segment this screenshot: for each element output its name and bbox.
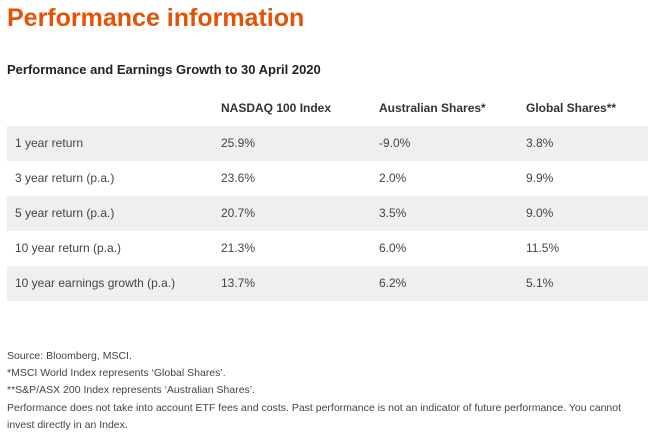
row-label: 5 year return (p.a.) [15,206,115,220]
row-label: 10 year return (p.a.) [15,241,122,255]
header-cell-nasdaq: NASDAQ 100 Index [221,101,332,115]
nasdaq-value: 25.9% [221,136,256,150]
table-row: 5 year return (p.a.) 20.7% 3.5% 9.0% [7,196,648,231]
source-note: Source: Bloomberg, MSCI. [7,350,132,362]
table-row: 10 year earnings growth (p.a.) 13.7% 6.2… [7,266,648,301]
table-caption: Performance and Earnings Growth to 30 Ap… [7,62,321,77]
global-value: 3.8% [526,136,554,150]
table-row: 3 year return (p.a.) 23.6% 2.0% 9.9% [7,161,648,196]
page-title: Performance information [7,4,305,32]
performance-table: NASDAQ 100 Index Australian Shares* Glob… [7,92,648,301]
header-cell-global-shares: Global Shares** [526,101,617,115]
australian-value: 2.0% [379,171,407,185]
nasdaq-value: 23.6% [221,171,256,185]
disclaimer-note: Performance does not take into account E… [7,401,622,431]
table-row: 1 year return 25.9% -9.0% 3.8% [7,126,648,161]
nasdaq-value: 21.3% [221,241,256,255]
australian-shares-note: **S&P/ASX 200 Index represents ‘Australi… [7,384,256,397]
global-shares-note: *MSCI World Index represents ‘Global Sha… [7,367,226,380]
row-label: 10 year earnings growth (p.a.) [15,276,176,290]
footnotes: Source: Bloomberg, MSCI. *MSCI World Ind… [7,348,647,434]
nasdaq-value: 13.7% [221,276,256,290]
row-label: 3 year return (p.a.) [15,171,115,185]
global-value: 11.5% [526,241,560,255]
table-header-row: NASDAQ 100 Index Australian Shares* Glob… [7,92,648,126]
table-row: 10 year return (p.a.) 21.3% 6.0% 11.5% [7,231,648,266]
header-cell-australian-shares: Australian Shares* [379,101,486,115]
nasdaq-value: 20.7% [221,206,256,220]
row-label: 1 year return [15,136,84,150]
australian-value: 6.2% [379,276,407,290]
australian-value: -9.0% [379,136,411,150]
australian-value: 3.5% [379,206,407,220]
global-value: 9.9% [526,171,554,185]
australian-value: 6.0% [379,241,407,255]
global-value: 9.0% [526,206,554,220]
global-value: 5.1% [526,276,554,290]
